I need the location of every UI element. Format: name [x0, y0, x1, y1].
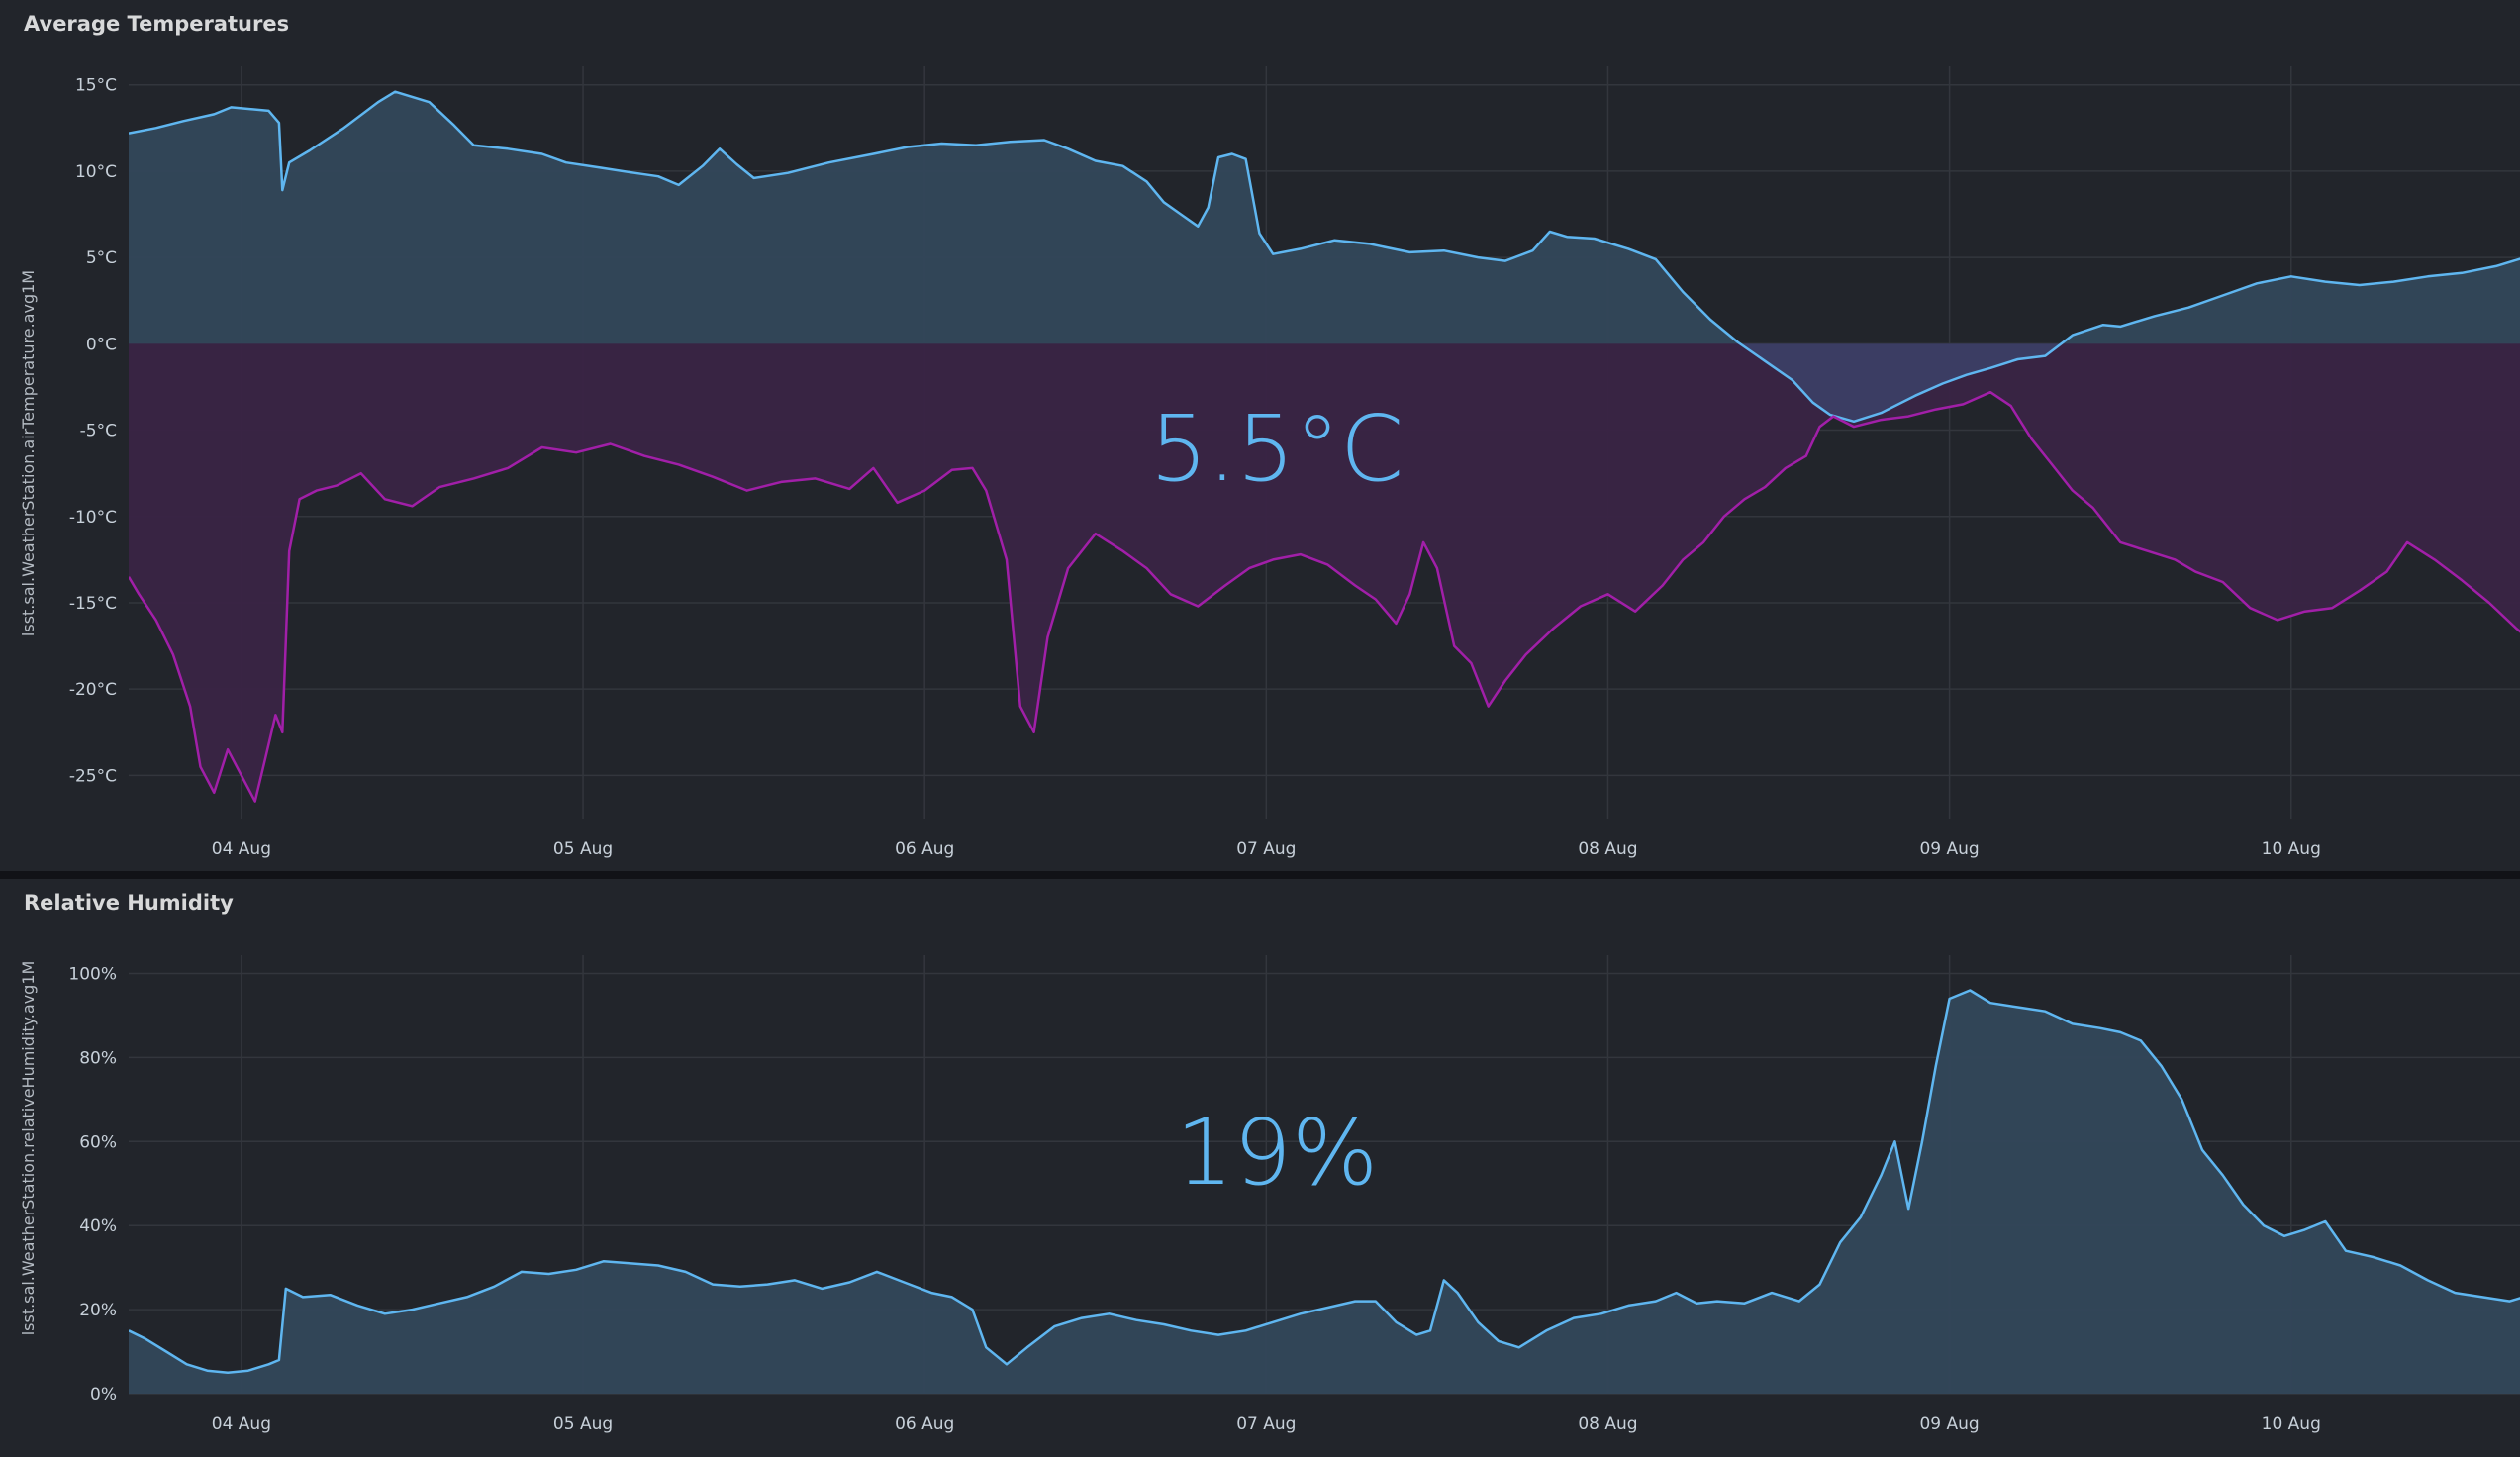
humidity-panel-title[interactable]: Relative Humidity: [24, 891, 234, 915]
temperature-y-axis-title: lsst.sal.WeatherStation.airTemperature.a…: [19, 270, 38, 636]
humidity-big-stat: 19%: [1176, 1100, 1378, 1206]
temperature-series-0-line: [129, 90, 2520, 424]
temperature-series-group: [129, 90, 2520, 803]
temperature-y-tick-label: -15°C: [69, 594, 117, 614]
humidity-y-tick-label: 0%: [90, 1385, 117, 1405]
temperature-big-stat: 5.5°C: [1150, 396, 1405, 502]
humidity-series-0-area: [129, 990, 2520, 1394]
humidity-x-tick-label: 07 Aug: [1236, 1414, 1296, 1434]
temperature-y-tick-label: -20°C: [69, 680, 117, 700]
temperature-x-tick-label: 10 Aug: [2262, 839, 2321, 859]
temperature-series-1-line: [129, 390, 2520, 803]
temperature-y-tick-label: -5°C: [80, 422, 117, 441]
humidity-series-0-line: [129, 989, 2520, 1375]
temperature-y-tick-label: 15°C: [75, 76, 117, 96]
humidity-panel: Relative Humidity 100% 80% 60% 40% 20% 0% 04 A…: [0, 879, 2520, 1457]
temperature-series-1-area: [129, 343, 2520, 802]
humidity-y-tick-label: 100%: [68, 964, 117, 984]
temperature-panel-title[interactable]: Average Temperatures: [24, 12, 290, 36]
humidity-x-tick-label: 06 Aug: [895, 1414, 954, 1434]
humidity-series-group: [129, 989, 2520, 1394]
temperature-series-0-area: [129, 91, 2520, 422]
humidity-x-tick-label: 05 Aug: [553, 1414, 613, 1434]
temperature-panel: Average Temperatures 15°C 10°C 5°C 0°C -5°C -…: [0, 0, 2520, 871]
temperature-x-tick-label: 08 Aug: [1578, 839, 1637, 859]
humidity-y-tick-label: 80%: [79, 1048, 117, 1068]
humidity-x-tick-label: 08 Aug: [1578, 1414, 1637, 1434]
temperature-x-tick-label: 06 Aug: [895, 839, 954, 859]
temperature-x-tick-label: 05 Aug: [553, 839, 613, 859]
humidity-x-tick-label: 09 Aug: [1919, 1414, 1979, 1434]
temperature-x-tick-label: 09 Aug: [1919, 839, 1979, 859]
humidity-y-tick-label: 20%: [79, 1301, 117, 1320]
temperature-y-tick-label: -25°C: [69, 766, 117, 786]
humidity-x-tick-label: 10 Aug: [2262, 1414, 2321, 1434]
humidity-chart: 100% 80% 60% 40% 20% 0% 04 Aug 05 Aug 06 Aug 07 A…: [19, 955, 2520, 1434]
temperature-y-tick-label: 0°C: [86, 335, 117, 354]
temperature-y-tick-label: 5°C: [86, 248, 117, 268]
temperature-y-tick-label: 10°C: [75, 162, 117, 182]
humidity-y-tick-label: 40%: [79, 1216, 117, 1236]
humidity-y-tick-label: 60%: [79, 1132, 117, 1152]
humidity-y-axis-title: lsst.sal.WeatherStation.relativeHumidity…: [19, 961, 38, 1336]
humidity-x-tick-label: 04 Aug: [212, 1414, 271, 1434]
temperature-chart: 15°C 10°C 5°C 0°C -5°C -10°C -15°C -20°C -25°C 04…: [19, 66, 2520, 859]
temperature-y-tick-label: -10°C: [69, 508, 117, 528]
temperature-x-tick-label: 07 Aug: [1236, 839, 1296, 859]
temperature-x-tick-label: 04 Aug: [212, 839, 271, 859]
